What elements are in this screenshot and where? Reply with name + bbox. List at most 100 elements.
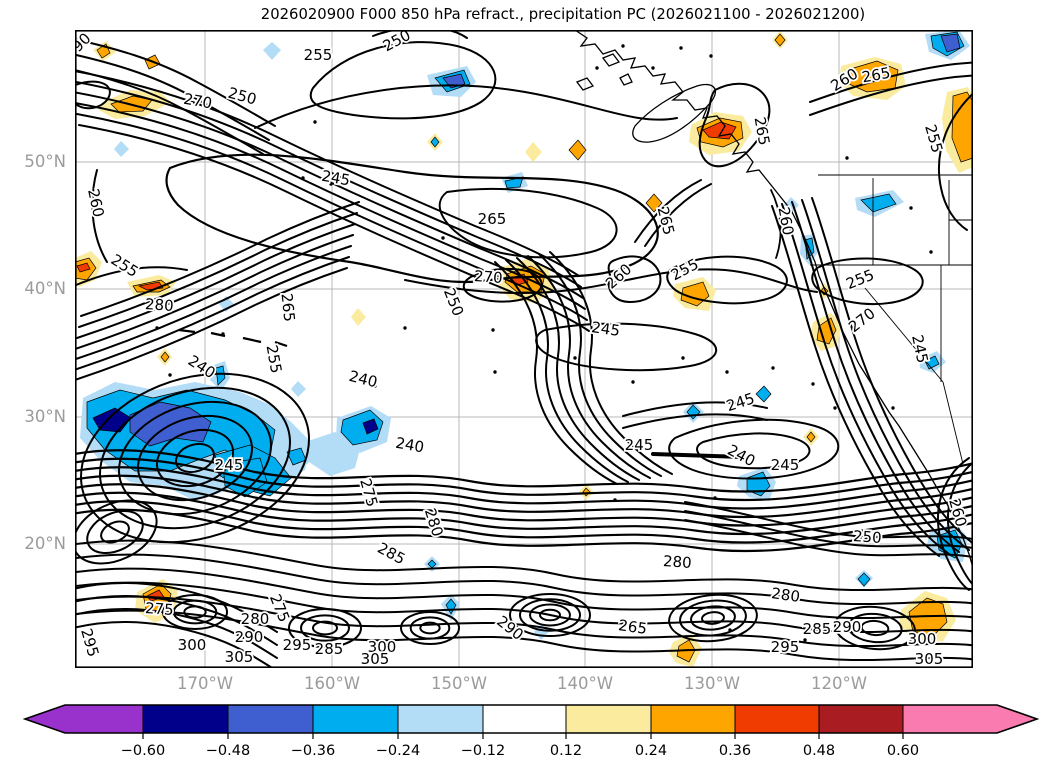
contour-line <box>535 322 718 372</box>
contour-label: 90 <box>75 30 95 56</box>
shaded-cell <box>263 42 281 60</box>
point-mark <box>493 370 497 374</box>
colorbar-segment <box>398 705 483 733</box>
shaded-cell <box>857 572 871 587</box>
lat-tick-label: 20°N <box>24 534 66 553</box>
contour-line <box>701 611 725 625</box>
contour-label: 305 <box>361 650 390 668</box>
contour-label: 305 <box>915 650 944 668</box>
contour-line <box>76 113 588 321</box>
contour-label: 250 <box>852 527 882 547</box>
contour-line <box>72 245 352 361</box>
contour-line <box>684 501 980 541</box>
colorbar-extend-min <box>25 705 143 733</box>
contour-label: 290 <box>235 628 264 646</box>
geography <box>178 29 979 569</box>
contour-line <box>634 179 702 243</box>
contour-line <box>67 457 981 502</box>
colorbar-segment <box>228 705 313 733</box>
island-mark <box>178 328 196 334</box>
shaded-cell <box>645 193 663 213</box>
contour-line <box>67 491 981 536</box>
contour-line <box>809 61 980 103</box>
point-mark <box>909 206 913 210</box>
contour-line <box>538 253 662 477</box>
contour-line <box>519 598 581 632</box>
contour-line <box>68 69 580 277</box>
point-mark <box>709 54 713 58</box>
contour-label: 250 <box>380 30 414 55</box>
contour-label: 265 <box>278 292 299 322</box>
shaded-cell <box>806 431 816 443</box>
contour-line <box>175 442 215 474</box>
contour-label: 290 <box>833 618 862 636</box>
contour-line <box>400 611 460 645</box>
contour-label: 250 <box>226 84 258 109</box>
contour-line <box>62 51 270 141</box>
contour-label: 245 <box>908 333 932 365</box>
contour-line <box>254 84 678 129</box>
point-mark <box>301 176 305 180</box>
contour-line <box>698 82 771 168</box>
contour-label: 270 <box>473 267 503 287</box>
contour-line <box>68 567 980 620</box>
shaded-cell <box>924 355 940 370</box>
contour-line <box>834 605 916 651</box>
contour-label: 270 <box>182 90 213 113</box>
coastline <box>619 73 633 86</box>
contour-line <box>162 594 228 630</box>
point-mark <box>891 406 895 410</box>
contour-line <box>679 599 747 637</box>
contour-label: 300 <box>908 630 937 648</box>
contour-line <box>68 539 980 592</box>
contour-label: 255 <box>304 46 333 64</box>
shaded-cell <box>160 351 170 363</box>
shaded-cell <box>755 385 772 403</box>
contour-line <box>309 41 497 120</box>
colorbar-tick-label: 0.12 <box>549 743 583 759</box>
shaded-cell <box>774 33 786 47</box>
contour-line <box>99 386 291 530</box>
contour-line <box>668 418 840 480</box>
point-mark <box>679 46 683 50</box>
contour-label: 280 <box>770 584 801 606</box>
point-mark <box>833 406 837 410</box>
shaded-cell <box>784 197 799 213</box>
contour-line <box>86 510 144 554</box>
contour-label: 285 <box>374 539 408 568</box>
contour-label: 255 <box>263 343 286 374</box>
contour-line <box>668 593 758 643</box>
contour-line <box>300 614 350 642</box>
contour-line <box>529 603 571 627</box>
point-mark <box>441 236 445 240</box>
shaded-cell <box>362 418 379 435</box>
contour-label: 275 <box>144 599 174 619</box>
contour-label: 265 <box>617 616 648 638</box>
shaded-cell <box>445 598 457 615</box>
contour-label: 245 <box>625 436 654 454</box>
coastline <box>574 29 974 569</box>
contour-label: 275 <box>356 476 381 508</box>
contour-line <box>860 619 890 637</box>
point-mark <box>329 182 333 186</box>
contour-line <box>781 203 950 555</box>
contour-line <box>509 593 591 637</box>
colorbar-outline <box>22 704 1040 734</box>
contour-label: 260 <box>775 205 798 236</box>
chart-title: 2026020900 F000 850 hPa refract., precip… <box>260 6 866 23</box>
contour-line <box>462 267 543 303</box>
contour-label: 245 <box>320 167 351 190</box>
shaded-cell <box>940 33 961 53</box>
contour-line <box>67 449 981 493</box>
contour-line <box>527 255 651 479</box>
contour-line <box>438 187 618 259</box>
contour-line <box>622 413 768 429</box>
colorbar-segment <box>735 705 819 733</box>
contour-line <box>68 581 980 634</box>
shaded-cell <box>860 193 897 213</box>
contour-line <box>516 257 640 481</box>
point-mark <box>811 382 815 386</box>
